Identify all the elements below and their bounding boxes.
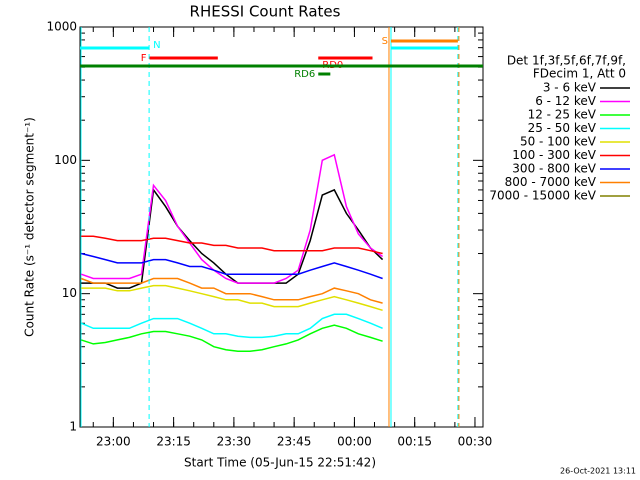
legend-header: FDecim 1, Att 0 <box>533 67 626 81</box>
y-axis-label: Count Rate (s⁻¹ detector segment⁻¹) <box>23 117 37 337</box>
legend-header: Det 1f,3f,5f,6f,7f,9f, <box>507 54 626 68</box>
x-tick-label: 23:00 <box>96 435 131 449</box>
y-tick-label: 100 <box>54 153 77 167</box>
footer: 26-Oct-2021 13:11 <box>560 467 636 476</box>
flag-label: N <box>153 40 160 51</box>
series-line <box>81 252 383 280</box>
x-tick-label: 23:30 <box>217 435 252 449</box>
y-tick-label: 10 <box>62 286 77 300</box>
legend-label: 25 - 50 keV <box>528 121 597 135</box>
series-line <box>81 187 384 289</box>
legend-label: 7000 - 15000 keV <box>489 189 596 203</box>
plot-frame <box>79 26 484 428</box>
y-tick-label: 1000 <box>46 20 77 34</box>
legend-label: 800 - 7000 keV <box>505 175 597 189</box>
x-axis-label: Start Time (05-Jun-15 22:51:42) <box>184 456 376 470</box>
x-tick-label: 00:15 <box>397 435 432 449</box>
legend-label: 6 - 12 keV <box>535 94 597 108</box>
x-tick-label: 23:15 <box>156 435 191 449</box>
series-line <box>80 153 384 284</box>
legend-label: 100 - 300 keV <box>512 148 596 162</box>
flag-label: RD6 <box>294 69 315 80</box>
chart-title: RHESSI Count Rates <box>190 3 341 21</box>
x-tick-label: 23:45 <box>277 435 312 449</box>
series-line <box>81 284 383 312</box>
legend-label: 50 - 100 keV <box>520 135 597 149</box>
flag-label: F <box>141 53 147 64</box>
legend-label: 300 - 800 keV <box>512 162 596 176</box>
series-line <box>81 235 383 255</box>
flag-label: S <box>382 36 388 47</box>
x-tick-label: 00:30 <box>458 435 493 449</box>
legend-label: 12 - 25 keV <box>528 108 597 122</box>
y-tick-label: 1 <box>69 420 77 434</box>
x-tick-label: 00:00 <box>337 435 372 449</box>
series-line <box>80 324 383 352</box>
legend-label: 3 - 6 keV <box>543 81 597 95</box>
series-line <box>80 313 383 339</box>
series-line <box>80 277 383 304</box>
